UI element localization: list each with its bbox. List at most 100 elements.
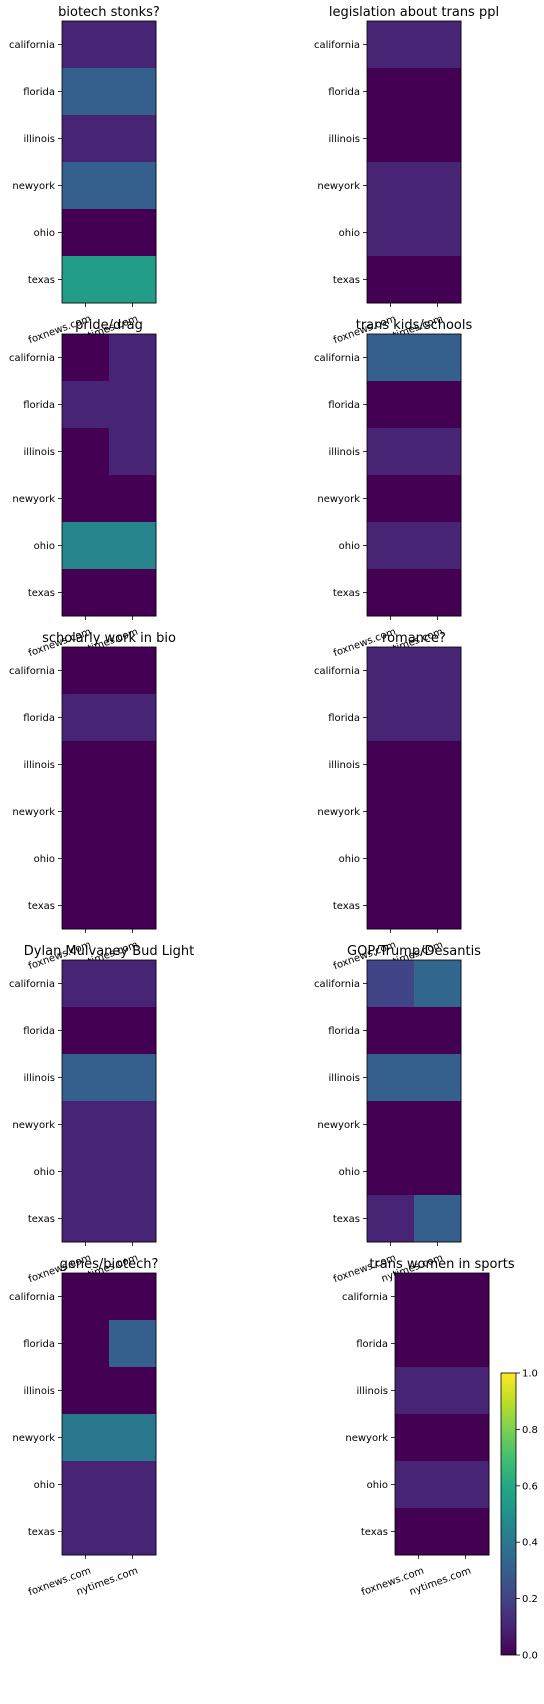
heatmap-cell <box>414 1007 462 1055</box>
heatmap-cell <box>109 68 157 116</box>
heatmap-cell <box>414 381 462 429</box>
y-tick-label: texas <box>333 901 360 912</box>
heatmap-cell <box>367 475 415 523</box>
heatmap-cell <box>395 1414 443 1462</box>
heatmap-cell <box>367 647 415 695</box>
heatmap-cell <box>62 882 110 930</box>
heatmap-cell <box>367 1195 415 1243</box>
heatmap-cell <box>109 381 157 429</box>
heatmap-cell <box>395 1367 443 1415</box>
heatmap-cell <box>414 647 462 695</box>
panel-frame <box>61 333 157 617</box>
heatmap-cell <box>62 647 110 695</box>
y-tick-label: florida <box>23 1339 55 1350</box>
heatmap-cell <box>367 694 415 742</box>
heatmap-cell <box>367 68 415 116</box>
y-tick-label: ohio <box>34 1480 55 1491</box>
heatmap-cell <box>62 741 110 789</box>
heatmap-cell <box>367 1101 415 1149</box>
heatmap-cell <box>109 1414 157 1462</box>
heatmap-cell <box>367 1054 415 1102</box>
heatmap-cell <box>62 788 110 836</box>
y-tick-label: illinois <box>328 760 360 771</box>
y-tick-label: ohio <box>339 228 360 239</box>
heatmap-cell <box>367 162 415 210</box>
heatmap-cell <box>414 21 462 69</box>
heatmap-cell <box>62 1148 110 1196</box>
heatmap-panel: legislation about trans ppl california flo… <box>314 5 499 346</box>
y-tick-label: california <box>314 353 360 364</box>
y-tick-label: florida <box>328 87 360 98</box>
y-tick-label: california <box>314 979 360 990</box>
y-tick-label: florida <box>23 87 55 98</box>
y-tick-label: texas <box>28 1214 55 1225</box>
heatmap-cell <box>62 68 110 116</box>
heatmap-cell <box>62 475 110 523</box>
heatmap-cell <box>367 1148 415 1196</box>
heatmap-cell <box>367 960 415 1008</box>
heatmap-cell <box>414 522 462 570</box>
heatmap-cell <box>109 960 157 1008</box>
panel-frame <box>366 646 462 930</box>
panel-title: romance? <box>382 631 446 646</box>
heatmap-cell <box>109 1461 157 1509</box>
y-tick-label: texas <box>361 1527 388 1538</box>
y-tick-label: newyork <box>12 1433 55 1444</box>
heatmap-cell <box>62 1273 110 1321</box>
y-tick-label: florida <box>23 400 55 411</box>
heatmap-cell <box>414 334 462 382</box>
panel-frame <box>61 1272 157 1556</box>
heatmap-cell <box>442 1367 490 1415</box>
heatmap-cell <box>62 1461 110 1509</box>
y-tick-label: newyork <box>317 494 360 505</box>
y-tick-label: newyork <box>317 181 360 192</box>
y-tick-label: illinois <box>23 1073 55 1084</box>
y-tick-label: florida <box>328 713 360 724</box>
heatmap-cell <box>62 21 110 69</box>
panel-frame <box>366 333 462 617</box>
y-tick-label: ohio <box>34 228 55 239</box>
heatmap-cell <box>109 522 157 570</box>
heatmap-panel: genes/biotech? california florida illinois n… <box>9 1257 158 1598</box>
heatmap-cell <box>109 428 157 476</box>
colorbar-tick-label: 0.2 <box>522 1594 538 1605</box>
heatmap-cell <box>62 209 110 257</box>
y-tick-label: ohio <box>34 1167 55 1178</box>
heatmap-cell <box>62 694 110 742</box>
y-tick-label: illinois <box>23 760 55 771</box>
y-tick-label: texas <box>28 275 55 286</box>
panel-title: trans women in sports <box>369 1257 515 1272</box>
heatmap-cell <box>109 475 157 523</box>
y-tick-label: texas <box>28 1527 55 1538</box>
heatmap-cell <box>414 1054 462 1102</box>
y-tick-label: florida <box>328 1026 360 1037</box>
heatmap-panel: GOP/Trump/Desantis california florida illin… <box>314 944 481 1285</box>
heatmap-cell <box>109 256 157 304</box>
heatmap-cell <box>109 1054 157 1102</box>
heatmap-cell <box>62 1320 110 1368</box>
heatmap-cell <box>62 1101 110 1149</box>
heatmap-cell <box>109 1508 157 1556</box>
heatmap-cell <box>109 1007 157 1055</box>
panel-title: GOP/Trump/Desantis <box>347 944 481 959</box>
heatmap-cell <box>109 1320 157 1368</box>
y-tick-label: newyork <box>345 1433 388 1444</box>
heatmap-cell <box>442 1320 490 1368</box>
heatmap-cell <box>414 209 462 257</box>
y-tick-label: ohio <box>339 541 360 552</box>
y-tick-label: ohio <box>34 854 55 865</box>
heatmap-cell <box>109 788 157 836</box>
heatmap-cell <box>109 21 157 69</box>
heatmap-cell <box>414 256 462 304</box>
heatmap-cell <box>395 1461 443 1509</box>
y-tick-label: newyork <box>317 1120 360 1131</box>
y-tick-label: newyork <box>12 181 55 192</box>
y-tick-label: illinois <box>328 134 360 145</box>
heatmap-cell <box>367 334 415 382</box>
y-tick-label: newyork <box>12 494 55 505</box>
colorbar-gradient <box>500 1372 517 1656</box>
colorbar-tick-label: 0.0 <box>522 1651 538 1662</box>
heatmap-cell <box>414 1148 462 1196</box>
heatmap-cell <box>414 960 462 1008</box>
